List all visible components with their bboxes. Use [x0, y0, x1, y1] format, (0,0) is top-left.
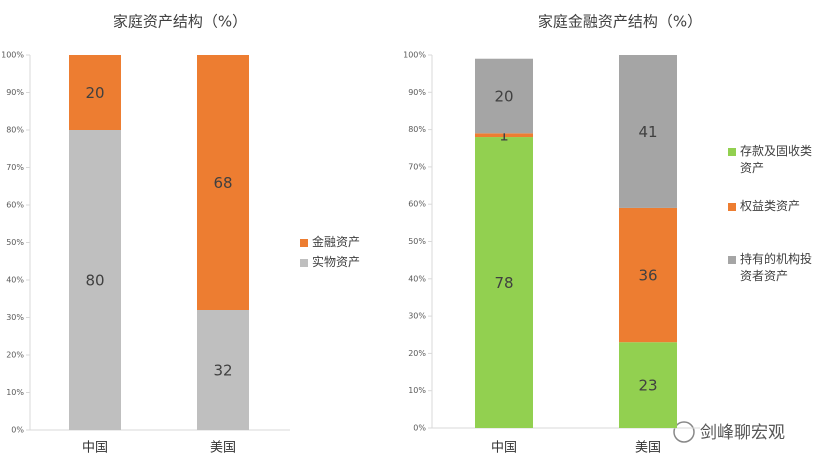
data-label: 68 — [213, 174, 232, 192]
watermark: 剑峰聊宏观 — [673, 421, 785, 443]
y-tick-label: 10% — [6, 388, 24, 397]
data-label: 32 — [213, 362, 232, 380]
y-tick-label: 20% — [408, 349, 426, 358]
bar-segment — [69, 130, 121, 430]
y-tick-label: 50% — [6, 238, 24, 247]
y-tick-label: 70% — [408, 162, 426, 171]
y-tick-label: 100% — [403, 51, 426, 60]
watermark-icon — [673, 421, 695, 443]
legend-swatch — [728, 203, 736, 211]
chart-title: 家庭金融资产结构（%） — [538, 13, 702, 31]
y-tick-label: 80% — [6, 126, 24, 135]
legend-entry: 金融资产 — [312, 235, 361, 249]
data-label: 23 — [638, 377, 657, 395]
y-tick-label: 90% — [6, 88, 24, 97]
y-tick-label: 40% — [6, 276, 24, 285]
y-tick-label: 60% — [408, 200, 426, 209]
legend-label: 持有的机构投资者资产 — [740, 252, 813, 283]
data-label: 36 — [638, 267, 657, 285]
legend-swatch — [300, 239, 308, 247]
legend-label: 金融资产 — [312, 235, 361, 249]
bar-segment — [197, 55, 249, 310]
legend-swatch — [300, 259, 308, 267]
y-tick-label: 10% — [408, 386, 426, 395]
data-label: 1 — [499, 127, 509, 145]
y-tick-label: 20% — [6, 351, 24, 360]
data-label: 78 — [494, 274, 513, 292]
watermark-text: 剑峰聊宏观 — [700, 423, 785, 443]
y-tick-label: 30% — [6, 313, 24, 322]
bar-segment — [619, 207, 677, 343]
legend-entry: 存款及固收类资产 — [740, 144, 813, 175]
bar-segment — [197, 310, 249, 430]
legend-swatch — [728, 148, 736, 156]
bar-segment — [475, 137, 533, 428]
bar-segment — [475, 58, 533, 134]
y-tick-label: 0% — [413, 424, 426, 433]
y-tick-label: 90% — [408, 88, 426, 97]
y-tick-label: 60% — [6, 201, 24, 210]
data-label: 41 — [638, 123, 657, 141]
y-tick-label: 70% — [6, 163, 24, 172]
x-tick-label: 中国 — [491, 441, 517, 456]
legend-label: 存款及固收类资产 — [740, 144, 813, 175]
data-label: 80 — [85, 272, 104, 290]
bar-segment — [619, 55, 677, 208]
legend-label: 权益类资产 — [740, 199, 801, 213]
legend-swatch — [728, 256, 736, 264]
legend-entry: 权益类资产 — [740, 199, 801, 213]
x-tick-label: 美国 — [635, 441, 661, 456]
y-tick-label: 40% — [408, 274, 426, 283]
x-tick-label: 美国 — [210, 441, 236, 456]
bar-segment — [619, 342, 677, 428]
legend-entry: 实物资产 — [312, 255, 361, 269]
y-tick-label: 0% — [11, 426, 24, 435]
bar-segment — [475, 133, 533, 138]
chart-title: 家庭资产结构（%） — [113, 13, 247, 31]
data-label: 20 — [494, 88, 513, 106]
bar-segment — [69, 55, 121, 130]
data-label: 20 — [85, 84, 104, 102]
legend-entry: 持有的机构投资者资产 — [740, 252, 813, 283]
legend-label: 实物资产 — [312, 255, 361, 269]
y-tick-label: 50% — [408, 237, 426, 246]
y-tick-label: 80% — [408, 125, 426, 134]
y-tick-label: 30% — [408, 312, 426, 321]
y-tick-label: 100% — [1, 51, 24, 60]
x-tick-label: 中国 — [82, 441, 108, 456]
